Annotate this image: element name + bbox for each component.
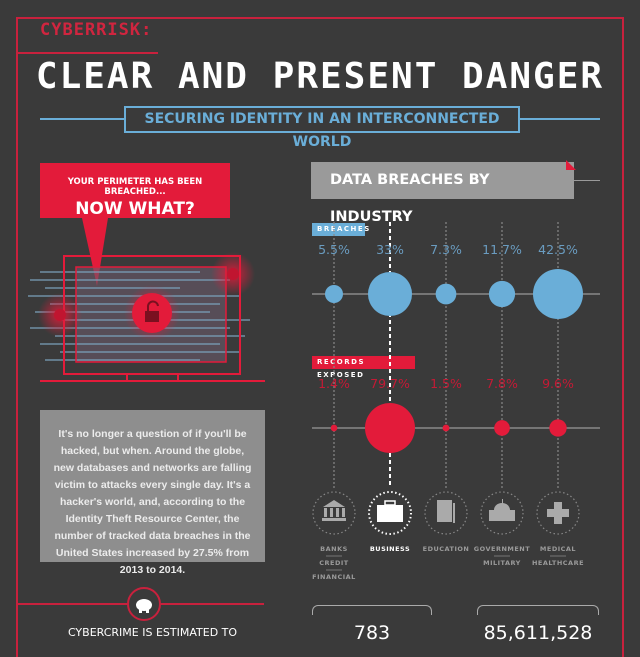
records-bubble — [494, 420, 510, 436]
page-frame — [16, 17, 624, 657]
breaches-value-label: 42.5% — [538, 242, 578, 257]
records-bubble — [330, 424, 338, 432]
callout-line1: YOUR PERIMETER HAS BEEN BREACHED... — [67, 177, 203, 197]
records-value-label: 1.5% — [430, 376, 462, 391]
piggy-bank-icon — [127, 587, 161, 621]
breaches-bubble — [533, 269, 583, 319]
callout: YOUR PERIMETER HAS BEEN BREACHED... NOW … — [40, 163, 230, 219]
callout-line2: NOW WHAT? — [75, 199, 195, 219]
capitol-icon — [489, 499, 515, 521]
unlocked-padlock-icon — [145, 300, 159, 322]
icon-ring — [312, 491, 356, 535]
records-bubble — [549, 419, 567, 437]
breaches-value-label: 11.7% — [482, 242, 522, 257]
brace — [477, 605, 599, 615]
category-label: HEALTHCARE — [531, 559, 585, 567]
breaches-value-label: 33% — [376, 242, 404, 257]
chart-title: DATA BREACHES BY INDUSTRY — [311, 162, 574, 225]
bank-icon — [322, 500, 346, 521]
breaches-value-label: 5.5% — [318, 242, 350, 257]
page-title: CLEAR AND PRESENT DANGER — [35, 56, 605, 97]
breaches-bubble — [435, 283, 457, 305]
book-icon — [437, 500, 455, 523]
divider — [520, 118, 600, 120]
breaches-value-label: 7.3% — [430, 242, 462, 257]
records-bubble — [442, 424, 450, 432]
category-label: MEDICAL — [539, 545, 577, 553]
breaches-bubble — [367, 271, 413, 317]
briefcase-icon — [377, 500, 403, 522]
records-value-label: 79.7% — [370, 376, 410, 391]
corner-fold — [566, 160, 576, 170]
total-records: 85,611,528 — [483, 622, 593, 644]
breaches-legend-tag: BREACHES — [312, 223, 369, 236]
callout-pointer — [82, 218, 108, 286]
breaches-bubble — [488, 280, 516, 308]
divider — [574, 180, 600, 181]
intro-text: It's no longer a question of if you'll b… — [40, 410, 265, 576]
total-breaches: 783 — [353, 622, 391, 644]
category-label: BUSINESS — [369, 545, 411, 553]
kicker: CYBERRISK: — [40, 20, 153, 40]
records-value-label: 1.4% — [318, 376, 350, 391]
category-label: EDUCATION — [422, 545, 470, 553]
cybercrime-text: CYBERCRIME IS ESTIMATED TO — [67, 626, 238, 639]
records-value-label: 9.6% — [542, 376, 574, 391]
category-label: CREDIT — [319, 559, 349, 567]
subtitle: SECURING IDENTITY IN AN INTERCONNECTED W… — [124, 106, 520, 150]
records-bubble — [365, 403, 415, 453]
breached-monitor-illustration — [28, 218, 265, 382]
category-label: FINANCIAL — [312, 573, 356, 581]
category-label: BANKS — [320, 545, 348, 553]
brace — [312, 605, 432, 615]
kicker-underline — [16, 52, 158, 54]
records-value-label: 7.8% — [486, 376, 518, 391]
bubble-chart — [312, 222, 600, 571]
medical-cross-icon — [547, 502, 569, 524]
category-label: MILITARY — [483, 559, 521, 567]
breaches-bubble — [325, 285, 343, 303]
divider — [40, 118, 124, 120]
category-label: GOVERNMENT — [473, 545, 531, 553]
